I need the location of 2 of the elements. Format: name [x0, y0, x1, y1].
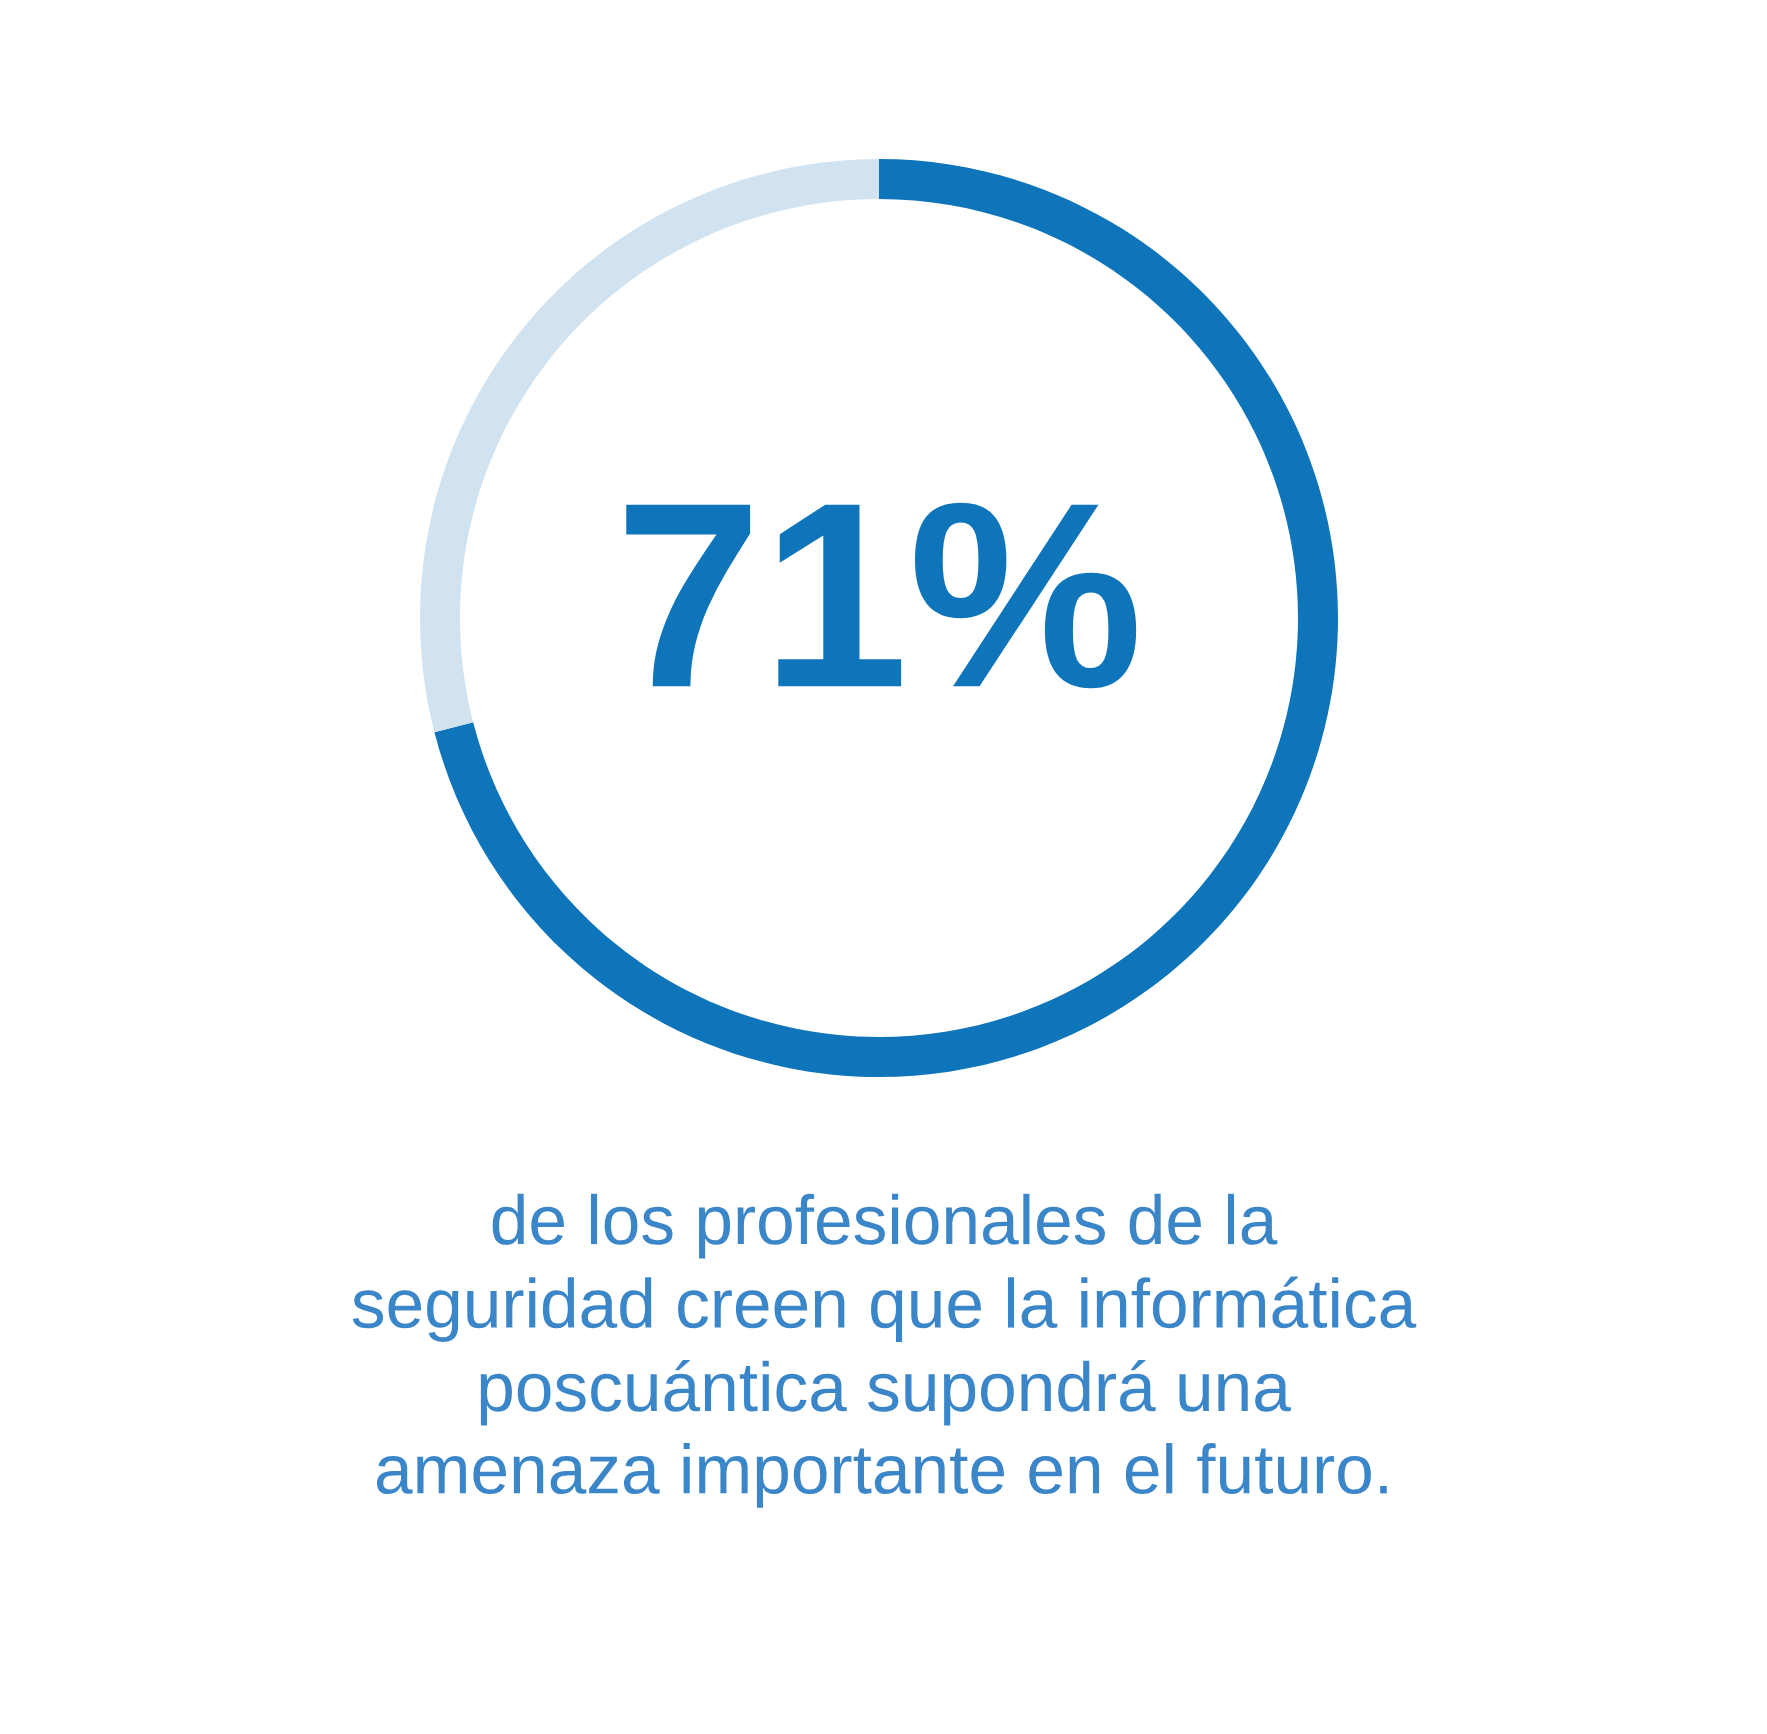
text: de los profesionales de la seguridad creen que la informática poscuántica supondrá una amenaza importante en el futuro.: [352, 1193, 1417, 1508]
data-label: 71%: [626, 502, 1137, 689]
